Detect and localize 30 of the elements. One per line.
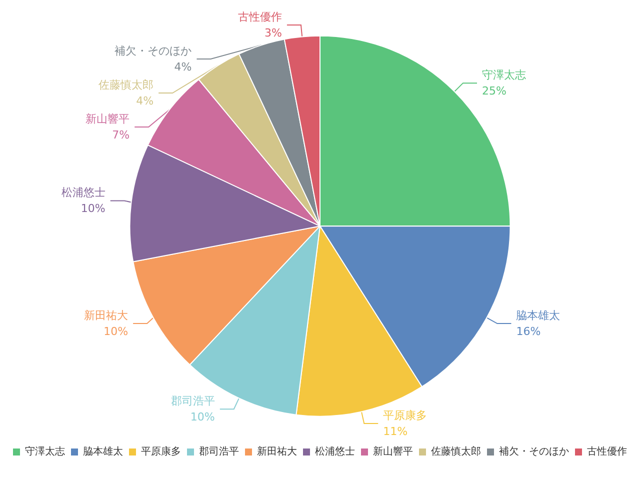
legend-label: 佐藤慎太郎 — [431, 446, 481, 458]
slice-label: 守澤太志 — [482, 68, 526, 82]
legend-label: 守澤太志 — [25, 446, 65, 458]
slice-label: 古性優作 — [238, 10, 282, 24]
slice-label: 郡司浩平 — [170, 394, 215, 408]
data-label: 25% — [482, 84, 506, 98]
legend-label: 松浦悠士 — [315, 446, 355, 458]
data-label: 10% — [80, 202, 106, 216]
slice-label: 新山響平 — [86, 112, 130, 126]
legend-label: 平原康多 — [141, 446, 181, 458]
legend-label: 新田祐大 — [257, 446, 297, 458]
data-label: 3% — [264, 26, 282, 40]
slice-label: 松浦悠士 — [61, 186, 106, 200]
slice-label: 佐藤慎太郎 — [98, 78, 154, 92]
slice-label: 補欠・そのほか — [114, 44, 192, 58]
data-label: 16% — [516, 325, 541, 338]
legend-label: 補欠・そのほか — [499, 446, 569, 458]
data-label: 7% — [112, 128, 130, 142]
slice-label: 平原康多 — [383, 408, 428, 422]
legend-label: 脇本雄太 — [83, 446, 123, 458]
slice-label: 新田祐大 — [84, 309, 128, 322]
legend-label: 新山響平 — [373, 446, 413, 458]
data-label: 11% — [383, 424, 408, 438]
data-label: 10% — [190, 410, 215, 424]
slice-label: 脇本雄太 — [516, 309, 560, 322]
data-label: 4% — [174, 60, 192, 74]
data-label: 10% — [104, 325, 128, 338]
legend-label: 古性優作 — [587, 446, 627, 458]
legend-label: 郡司浩平 — [199, 446, 239, 458]
data-label: 4% — [136, 94, 154, 108]
